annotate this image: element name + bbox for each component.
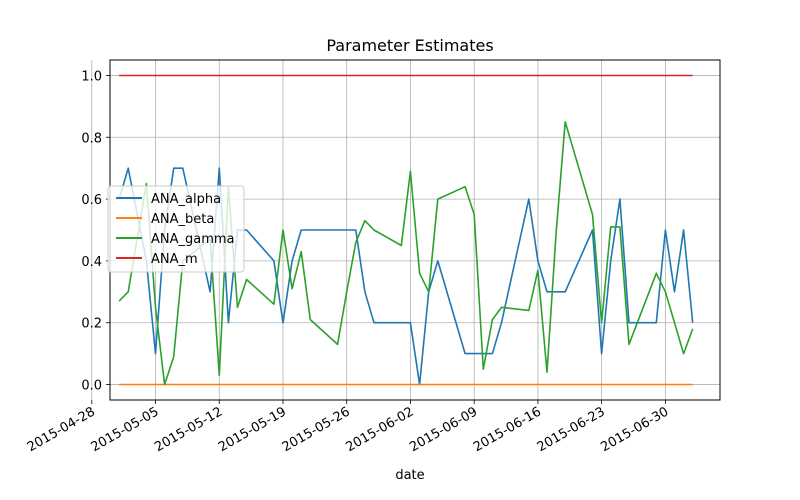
- x-tick-label: 2015-05-12: [152, 404, 225, 455]
- legend-label-ana-alpha: ANA_alpha: [151, 192, 221, 207]
- chart-title: Parameter Estimates: [326, 36, 493, 55]
- y-tick-label: 0.8: [81, 131, 102, 146]
- x-tick-label: 2015-04-28: [25, 404, 98, 455]
- x-tick-label: 2015-06-23: [535, 404, 608, 455]
- x-tick-label: 2015-05-05: [89, 404, 162, 455]
- series-line-ana-gamma: [118, 121, 694, 386]
- y-tick-label: 0.4: [81, 255, 102, 270]
- legend-box: [107, 185, 245, 273]
- y-axis-ticks: 0.0 0.2 0.4 0.6 0.8 1.0: [81, 69, 110, 394]
- x-axis-ticks: 2015-04-282015-05-052015-05-122015-05-19…: [25, 400, 671, 455]
- x-tick-label: 2015-06-09: [407, 404, 480, 455]
- legend-label-ana-m: ANA_m: [151, 252, 198, 267]
- y-tick-label: 0.2: [81, 317, 102, 332]
- x-tick-label: 2015-05-26: [280, 404, 353, 455]
- legend: ANA_alpha ANA_beta ANA_gamma ANA_m: [107, 185, 245, 273]
- y-tick-label: 0.0: [81, 379, 102, 394]
- x-tick-label: 2015-06-16: [471, 404, 544, 455]
- x-tick-label: 2015-06-02: [344, 404, 417, 455]
- x-axis-label: date: [395, 468, 424, 483]
- y-tick-label: 1.0: [81, 69, 102, 84]
- y-tick-label: 0.6: [81, 193, 102, 208]
- x-tick-label: 2015-05-19: [216, 404, 289, 455]
- legend-label-ana-gamma: ANA_gamma: [151, 232, 235, 247]
- legend-label-ana-beta: ANA_beta: [151, 212, 214, 227]
- x-tick-label: 2015-06-30: [598, 404, 671, 455]
